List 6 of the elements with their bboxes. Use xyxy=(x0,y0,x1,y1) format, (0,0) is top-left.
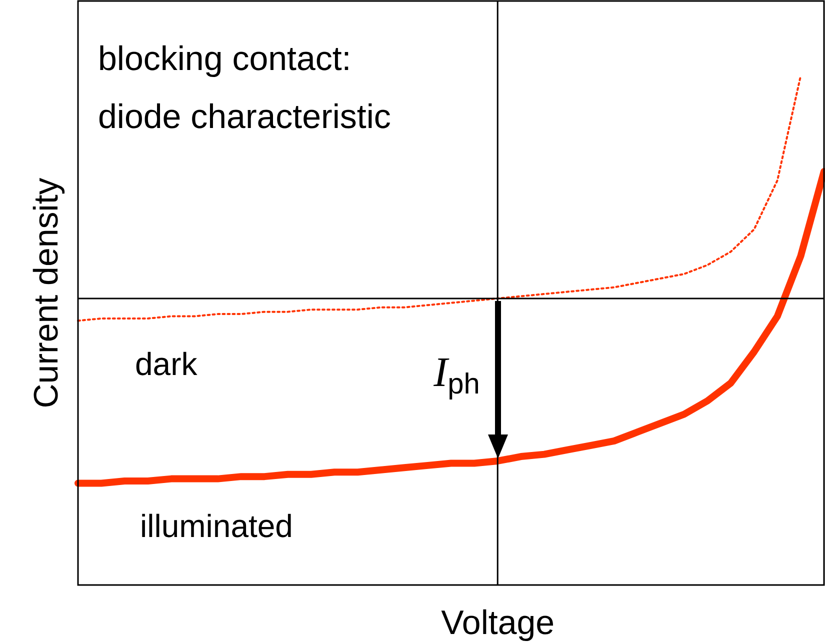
series-label: illuminated xyxy=(140,508,293,544)
y-axis-title: Current density xyxy=(26,178,65,408)
x-axis-title: Voltage xyxy=(441,604,555,642)
annotation: I$_{ph}$ xyxy=(434,350,480,400)
series-label: dark xyxy=(135,346,198,382)
annotation: blocking contact: diode characteristic xyxy=(98,40,391,136)
